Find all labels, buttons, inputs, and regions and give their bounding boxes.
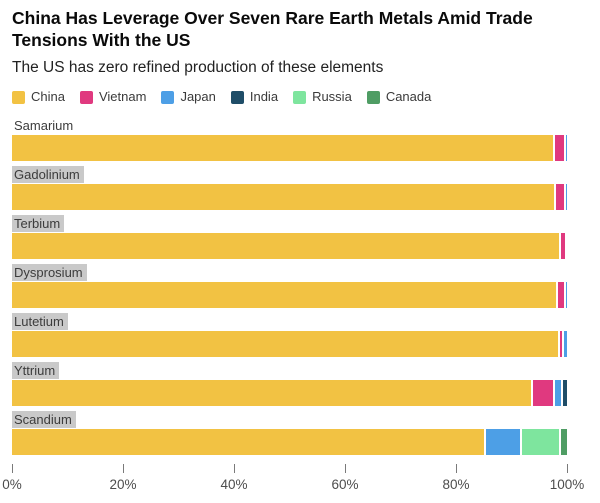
category-label-terbium: Terbium [12,215,65,232]
x-tick-label: 80% [442,477,470,492]
bar-segment-samarium-china[interactable] [12,135,553,161]
legend-swatch-canada [366,90,380,104]
legend-item-russia[interactable]: Russia [293,90,352,104]
legend-item-china[interactable]: China [12,90,65,104]
bar-segment-scandium-china[interactable] [12,429,484,455]
bar-segment-dysprosium-japan[interactable] [564,282,567,308]
bar-segment-yttrium-china[interactable] [12,380,531,406]
chart-row-lutetium: Lutetium [12,313,567,357]
legend-swatch-china [12,90,25,104]
row-label-line-gadolinium: Gadolinium [12,166,567,183]
category-label-yttrium: Yttrium [12,362,60,379]
bar-segment-dysprosium-china[interactable] [12,282,556,308]
legend-item-vietnam[interactable]: Vietnam [79,89,147,104]
legend-label-japan: Japan [180,89,216,104]
legend-swatch-vietnam [79,90,93,104]
bar-samarium [12,135,567,161]
row-label-line-yttrium: Yttrium [12,362,567,379]
bar-scandium [12,429,567,455]
row-label-line-lutetium: Lutetium [12,313,567,330]
legend-item-japan[interactable]: Japan [161,89,216,104]
bar-yttrium [12,380,567,406]
category-label-lutetium: Lutetium [12,313,68,330]
x-tick-label: 60% [331,477,359,492]
row-label-line-scandium: Scandium [12,411,567,428]
legend-swatch-india [230,90,244,104]
x-tick-mark [233,464,235,473]
chart-row-samarium: Samarium [12,117,567,161]
row-label-line-samarium: Samarium [12,117,567,134]
category-label-samarium: Samarium [14,118,74,133]
bar-segment-lutetium-japan[interactable] [562,331,567,357]
chart-row-gadolinium: Gadolinium [12,166,567,210]
x-tick-label: 40% [220,477,248,492]
bar-segment-gadolinium-japan[interactable] [564,184,567,210]
bar-segment-scandium-russia[interactable] [519,429,559,455]
bar-terbium [12,233,567,259]
x-tick-mark [11,464,13,473]
x-axis: 0% 20% 40% 60% 80% 100% [2,464,584,503]
x-tick-mark [566,464,568,473]
bar-segment-lutetium-vietnam[interactable] [557,331,562,357]
chart-row-dysprosium: Dysprosium [12,264,567,308]
category-label-dysprosium: Dysprosium [12,264,87,281]
bar-segment-scandium-japan[interactable] [483,429,520,455]
bar-segment-terbium-vietnam[interactable] [558,233,565,259]
x-tick-label: 0% [2,477,22,492]
chart-row-terbium: Terbium [12,215,567,259]
chart-rows: Samarium Gadolinium Terbium Dysprosium Lutet… [12,117,567,455]
legend-label-canada: Canada [385,89,432,104]
category-label-gadolinium: Gadolinium [12,166,84,183]
bar-segment-scandium-canada[interactable] [558,429,567,455]
legend-label-russia: Russia [312,89,352,104]
bar-segment-yttrium-japan[interactable] [553,380,562,406]
category-label-scandium: Scandium [12,411,76,428]
legend-label-vietnam: Vietnam [98,89,147,104]
chart-title: China Has Leverage Over Seven Rare Earth… [12,8,533,50]
bar-segment-samarium-japan[interactable] [563,135,567,161]
bar-segment-terbium-china[interactable] [12,233,559,259]
legend-item-india[interactable]: India [230,89,279,104]
x-tick-mark [455,464,457,473]
bar-segment-gadolinium-china[interactable] [12,184,555,210]
bar-segment-terbium-japan[interactable] [564,233,567,259]
legend-label-india: India [249,89,279,104]
bar-segment-yttrium-vietnam[interactable] [530,380,554,406]
x-tick-label: 100% [549,477,585,492]
x-tick-mark [344,464,346,473]
bar-lutetium [12,331,567,357]
row-label-line-dysprosium: Dysprosium [12,264,567,281]
legend-swatch-japan [161,90,175,104]
row-label-line-terbium: Terbium [12,215,567,232]
bar-dysprosium [12,282,567,308]
chart-row-yttrium: Yttrium [12,362,567,406]
bar-gadolinium [12,184,567,210]
bar-segment-samarium-vietnam[interactable] [552,135,564,161]
legend-item-canada[interactable]: Canada [366,89,432,104]
chart-subtitle: The US has zero refined production of th… [12,59,384,76]
chart-row-scandium: Scandium [12,411,567,455]
x-tick-label: 20% [109,477,137,492]
bar-segment-gadolinium-vietnam[interactable] [554,184,565,210]
bar-segment-dysprosium-vietnam[interactable] [555,282,565,308]
x-tick-mark [122,464,124,473]
bar-segment-lutetium-china[interactable] [12,331,558,357]
legend: China Vietnam Japan India Russia Canada [12,90,590,104]
legend-swatch-russia [293,90,307,104]
legend-label-china: China [31,89,65,104]
bar-segment-yttrium-india[interactable] [561,380,567,406]
